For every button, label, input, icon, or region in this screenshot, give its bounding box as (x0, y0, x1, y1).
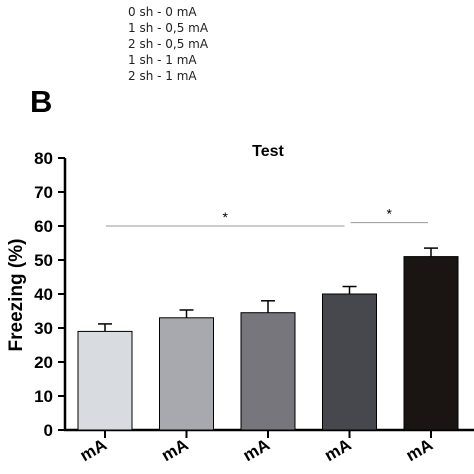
significance-label: * (387, 206, 393, 222)
y-tick-label: 50 (34, 251, 53, 270)
y-tick-label: 30 (34, 319, 53, 338)
y-tick-label: 80 (34, 149, 53, 168)
y-axis-label: Freezing (%) (6, 239, 27, 352)
x-tick-label: mA (403, 435, 436, 465)
legend-item: 2 sh - 1 mA (128, 69, 197, 83)
y-tick-label: 40 (34, 285, 53, 304)
significance-label: * (223, 209, 229, 225)
panel-label: B (30, 84, 53, 119)
x-tick-label: mA (77, 435, 110, 465)
legend-item: 1 sh - 1 mA (128, 53, 197, 67)
x-tick-label: mA (321, 435, 354, 465)
y-tick-label: 60 (34, 217, 53, 236)
bar (322, 293, 377, 431)
y-tick-label: 10 (34, 387, 53, 406)
x-tick-label: mA (240, 435, 273, 465)
legend-item: 2 sh - 0,5 mA (128, 37, 209, 51)
bar (240, 312, 296, 431)
chart-title: Test (252, 143, 284, 160)
legend-item: 0 sh - 0 mA (128, 5, 197, 19)
x-tick-label: mA (158, 435, 191, 465)
y-tick-label: 70 (34, 183, 53, 202)
plot-area: 0 10 20 30 40 50 60 70 80 mA mA mA mA mA * * (34, 149, 474, 465)
bar (159, 317, 214, 431)
bar (77, 330, 133, 431)
y-tick-label: 0 (44, 421, 53, 440)
y-tick-label: 20 (34, 353, 53, 372)
legend-item: 1 sh - 0,5 mA (128, 21, 209, 35)
bar (403, 256, 459, 431)
legend: 0 sh - 0 mA 1 sh - 0,5 mA 2 sh - 0,5 mA … (128, 4, 208, 84)
